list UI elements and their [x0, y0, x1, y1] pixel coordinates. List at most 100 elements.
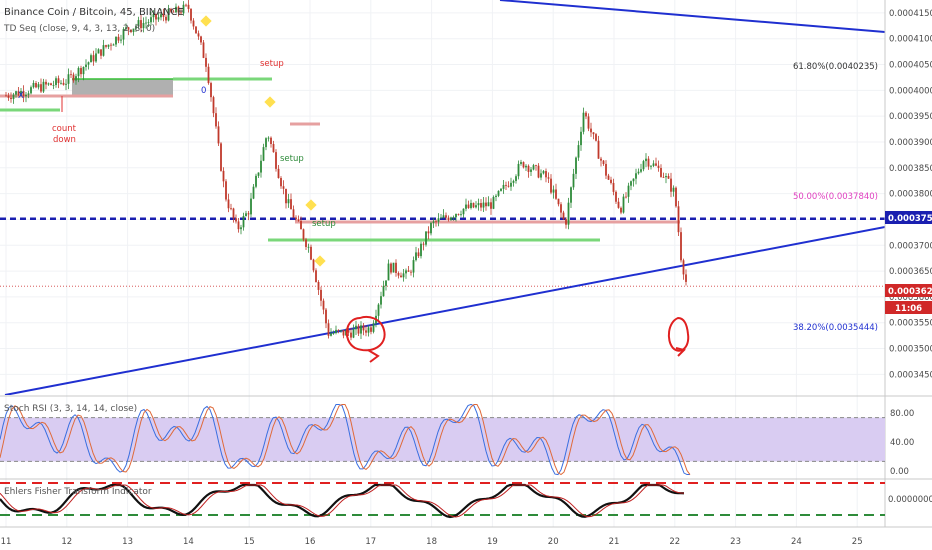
setup-diamond — [305, 199, 317, 211]
candle-body — [367, 327, 370, 333]
last-price-tag-text: 0.00036207 — [888, 287, 932, 297]
candle-body — [507, 185, 510, 187]
stoch-tick-40: 40.00 — [890, 438, 914, 448]
price-tick-label: 0.00041000 — [889, 35, 932, 45]
candle-body — [437, 218, 440, 222]
candle-body — [92, 55, 95, 62]
candle-body — [552, 189, 555, 193]
candle-body — [330, 333, 332, 336]
candle-body — [560, 204, 562, 213]
candle-body — [460, 214, 462, 216]
candle-body — [582, 112, 585, 132]
setup-zone-box — [72, 79, 173, 96]
candle-body — [215, 113, 217, 127]
countdown-tag-text: 11:06 — [895, 304, 922, 314]
candle-body — [335, 329, 337, 334]
candle-body — [220, 143, 222, 171]
candle-body — [497, 190, 500, 196]
candle-body — [387, 263, 390, 281]
candle-body — [152, 14, 155, 18]
candle-body — [395, 262, 397, 273]
highlight-circle[interactable] — [667, 316, 690, 352]
descending-trendline[interactable] — [499, 0, 885, 33]
candle-body — [297, 219, 300, 221]
candle-body — [360, 325, 362, 334]
candle-body — [370, 327, 372, 332]
candle-body — [342, 330, 345, 336]
price-axis[interactable]: 0.00041500 0.00041000 0.00040500 0.00040000… — [889, 9, 932, 380]
candle-body — [65, 83, 67, 85]
candle-body — [20, 91, 22, 96]
candle-body — [200, 36, 202, 43]
candle-body — [227, 199, 230, 209]
count-label: count — [52, 124, 77, 134]
price-tick-label: 0.00037000 — [889, 241, 932, 251]
red-arrow — [675, 347, 686, 357]
time-tick-label: 14 — [183, 537, 194, 547]
setup-diamond — [314, 255, 326, 267]
candle-body — [532, 165, 535, 170]
candle-body — [97, 49, 100, 54]
candle-body — [605, 163, 607, 176]
candle-body — [455, 213, 457, 218]
candle-body — [130, 29, 132, 32]
candle-body — [277, 168, 280, 179]
ascending-trendline[interactable] — [4, 226, 885, 395]
candle-body — [145, 22, 147, 24]
time-axis[interactable]: 11 12 13 14 15 16 17 18 19 20 21 22 23 24 25 — [1, 537, 863, 547]
candle-body — [412, 260, 415, 273]
candle-body — [612, 182, 615, 192]
time-tick-label: 16 — [305, 537, 316, 547]
candle-body — [357, 325, 360, 334]
candle-body — [72, 74, 75, 81]
candle-body — [77, 68, 80, 77]
candle-body — [95, 53, 97, 62]
candle-body — [440, 217, 442, 219]
fib-61-8-label: 61.80%(0.0040235) — [793, 62, 878, 72]
candle-body — [232, 208, 235, 219]
candle-body — [680, 232, 682, 261]
candle-body — [645, 158, 647, 162]
candle-body — [585, 112, 587, 117]
candle-body — [212, 97, 215, 114]
candle-body — [627, 185, 630, 197]
candle-body — [672, 187, 675, 192]
fib-50-label: 50.00%(0.0037840) — [793, 192, 878, 202]
candle-body — [382, 285, 385, 297]
candle-body — [7, 95, 10, 98]
candle-body — [155, 14, 157, 20]
candle-body — [257, 172, 260, 176]
candle-body — [100, 49, 102, 56]
stoch-band — [0, 417, 885, 462]
candle-body — [325, 309, 327, 324]
candle-body — [450, 217, 452, 220]
candle-body — [112, 44, 115, 46]
candle-body — [670, 178, 672, 192]
highlight-circle[interactable] — [345, 315, 386, 352]
candle-body — [632, 178, 635, 182]
fib-38-2-label: 38.20%(0.0035444) — [793, 323, 878, 333]
candle-body — [190, 8, 192, 21]
candle-body — [682, 260, 685, 275]
candle-body — [590, 128, 592, 133]
candle-body — [120, 39, 122, 41]
price-tick-label: 0.00036000 — [889, 293, 932, 303]
candle-body — [282, 186, 285, 189]
candle-body — [117, 36, 120, 41]
candle-body — [655, 163, 657, 166]
candle-body — [432, 221, 435, 223]
candle-body — [472, 202, 475, 208]
candle-body — [482, 202, 485, 208]
candle-body — [27, 93, 30, 95]
candle-body — [365, 330, 367, 333]
candle-body — [565, 219, 567, 225]
candle-body — [380, 296, 382, 305]
candle-body — [597, 140, 600, 159]
candle-body — [542, 171, 545, 174]
candle-body — [177, 6, 180, 13]
candle-body — [480, 203, 482, 208]
candle-body — [57, 78, 60, 83]
candle-body — [125, 27, 127, 30]
candle-body — [477, 203, 480, 206]
